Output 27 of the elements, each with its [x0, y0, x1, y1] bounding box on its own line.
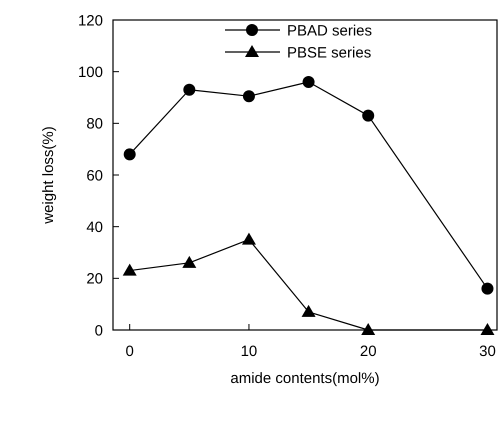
point: [361, 323, 376, 335]
x-tick-label: 10: [240, 343, 258, 360]
y-tick-label: 60: [86, 167, 103, 184]
legend-label: PBAD series: [287, 22, 372, 40]
point: [302, 304, 316, 317]
point: [362, 110, 374, 122]
x-tick-label: 0: [126, 343, 134, 360]
point: [242, 232, 256, 245]
y-tick-label: 40: [86, 218, 103, 236]
x-axis-title: amide contents(mol%): [230, 370, 380, 387]
x-tick-label: 20: [360, 343, 377, 360]
point: [302, 76, 315, 88]
point: [480, 323, 494, 335]
y-tick-label: 20: [86, 270, 103, 288]
y-axis-title: weight loss(%): [40, 126, 57, 225]
point: [242, 90, 255, 102]
point: [481, 282, 494, 295]
y-tick-label: 120: [78, 12, 103, 30]
point: [182, 256, 196, 268]
legend-label: PBSE series: [287, 44, 372, 62]
point: [124, 148, 136, 160]
point: [183, 84, 196, 96]
point: [122, 264, 137, 276]
y-tick-label: 100: [78, 64, 103, 81]
y-tick-label: 80: [86, 116, 103, 133]
y-tick-label: 0: [94, 322, 103, 340]
x-tick-label: 30: [479, 343, 496, 360]
